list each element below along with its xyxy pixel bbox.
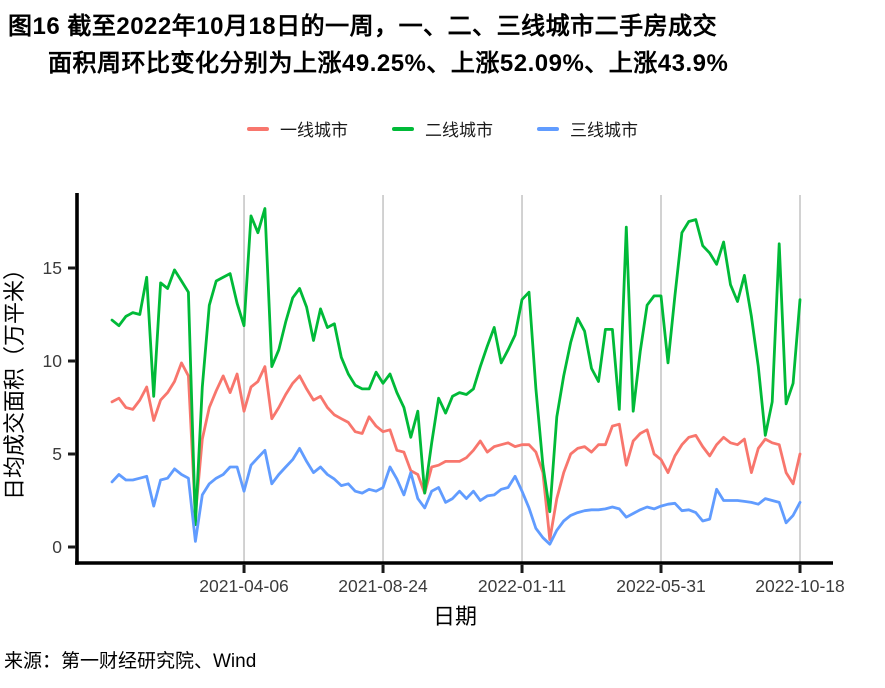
legend-label-tier3: 三线城市 (570, 121, 638, 140)
series-line-tier3 (110, 446, 802, 546)
x-tick-label: 2021-08-24 (338, 576, 428, 596)
figure-title-line2: 面积周环比变化分别为上涨49.25%、上涨52.09%、上涨43.9% (48, 50, 729, 77)
legend-label-tier1: 一线城市 (280, 121, 348, 140)
legend-item-tier3: 三线城市 (537, 116, 638, 141)
x-tick-label: 2022-01-11 (478, 576, 566, 596)
x-axis-title: 日期 (433, 604, 477, 629)
legend-item-tier1: 一线城市 (247, 116, 348, 141)
legend-label-tier2: 二线城市 (425, 121, 493, 140)
series-line-tier1 (110, 361, 802, 542)
chart-legend: 一线城市 二线城市 三线城市 (0, 116, 885, 141)
x-tick-label: 2022-10-18 (755, 576, 845, 596)
x-tick-label: 2021-04-06 (199, 576, 289, 596)
y-tick-label: 5 (52, 444, 62, 464)
x-tick-label: 2022-05-31 (616, 576, 706, 596)
figure-title-line1: 图16 截至2022年10月18日的一周，一、二、三线城市二手房成交 (8, 13, 718, 40)
y-tick-label: 0 (52, 537, 62, 557)
figure-title: 图16 截至2022年10月18日的一周，一、二、三线城市二手房成交 面积周环比… (8, 8, 878, 82)
y-tick-label: 15 (43, 258, 62, 278)
tier1-line-swatch-icon (247, 126, 269, 131)
y-axis-title: 日均成交面积（万平米） (2, 258, 27, 500)
chart-svg: 2021-04-06 2021-08-24 2022-01-11 2022-05-31… (2, 193, 845, 629)
series-line-tier2 (110, 207, 802, 527)
legend-item-tier2: 二线城市 (392, 116, 493, 141)
source-note: 来源：第一财经研究院、Wind (4, 651, 257, 672)
y-tick-label: 10 (43, 351, 63, 371)
tier2-line-swatch-icon (392, 126, 414, 131)
tier3-line-swatch-icon (537, 126, 559, 131)
